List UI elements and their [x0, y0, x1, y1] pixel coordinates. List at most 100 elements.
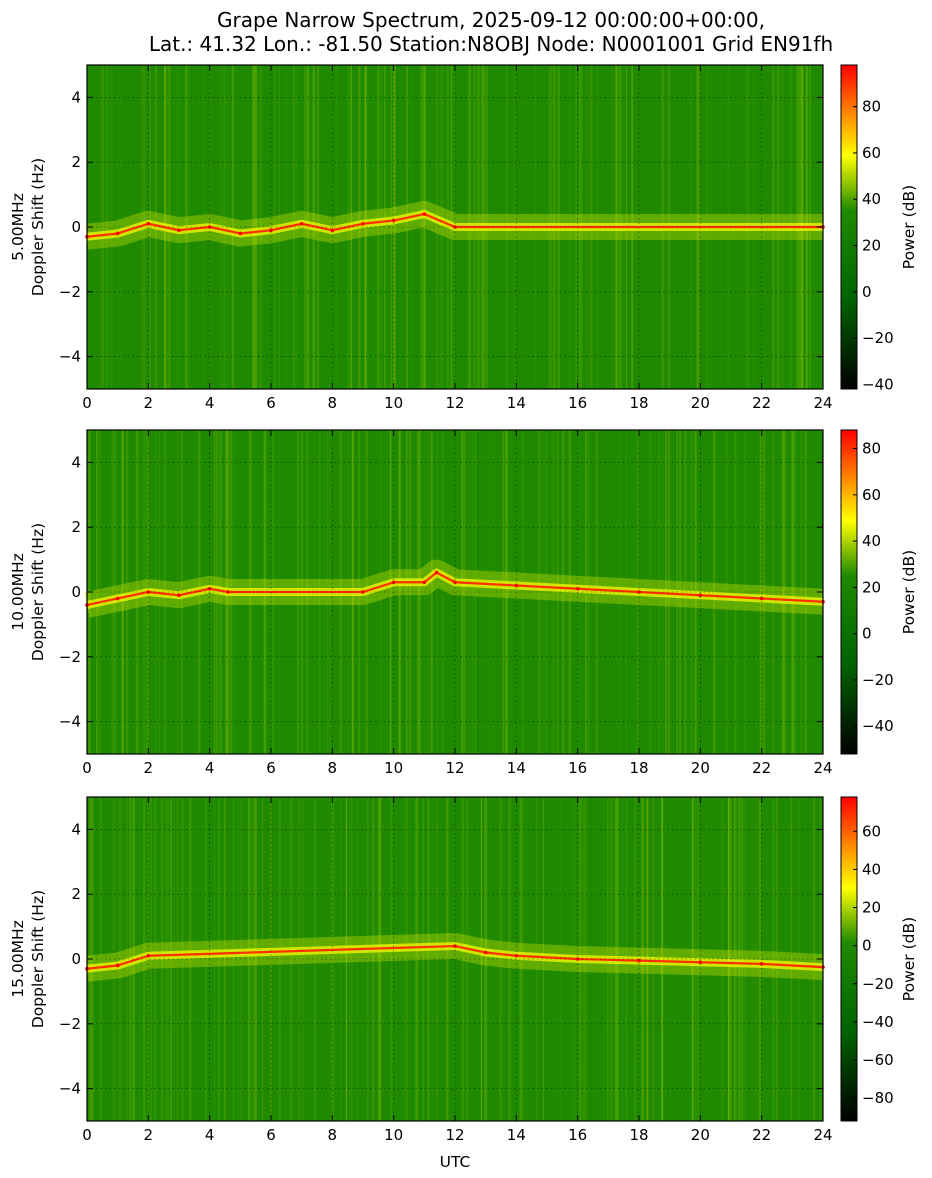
y-axis-label-frequency: 15.00MHz	[9, 920, 27, 998]
noise-streak	[782, 430, 785, 754]
doppler-trace-point	[269, 228, 273, 233]
noise-streak	[99, 430, 101, 754]
doppler-trace-point	[299, 221, 304, 226]
colorbar-tick-label: −20	[862, 671, 894, 689]
doppler-trace-segment	[178, 225, 210, 232]
x-tick-label: 14	[507, 394, 526, 412]
noise-streak	[488, 430, 491, 754]
y-axis-label: Doppler Shift (Hz)	[29, 158, 47, 296]
noise-streak	[206, 797, 208, 1121]
noise-streak	[118, 797, 122, 1121]
x-tick-label: 24	[813, 1126, 832, 1144]
noise-streak	[502, 430, 504, 754]
noise-streak	[259, 65, 261, 389]
noise-streak	[402, 797, 406, 1121]
noise-streak	[106, 65, 108, 389]
x-tick-label: 12	[445, 394, 464, 412]
noise-streak	[251, 797, 253, 1121]
x-tick-label: 4	[205, 759, 215, 777]
noise-streak	[405, 430, 407, 754]
x-tick-label: 24	[813, 759, 832, 777]
noise-streak	[782, 430, 784, 754]
noise-streak	[333, 797, 335, 1121]
y-tick-label: −4	[59, 348, 81, 366]
colorbar-tick-label: 20	[862, 578, 881, 596]
doppler-trace-point	[177, 228, 181, 233]
x-tick-label: 4	[205, 1126, 215, 1144]
colorbar-tick-label: 80	[862, 98, 881, 116]
noise-streak	[759, 430, 762, 754]
doppler-trace-point	[637, 958, 641, 963]
noise-streak	[542, 430, 545, 754]
x-tick-label: 20	[691, 394, 710, 412]
doppler-trace-segment	[148, 944, 456, 957]
doppler-trace-segment	[86, 232, 118, 238]
doppler-trace-segment	[117, 590, 149, 600]
noise-streak	[302, 797, 304, 1121]
x-tick-label: 6	[266, 394, 276, 412]
noise-streak	[463, 430, 466, 754]
colorbar-label: Power (dB)	[900, 550, 918, 634]
noise-streak	[471, 430, 475, 754]
x-tick-label: 2	[144, 1126, 154, 1144]
doppler-trace-segment	[117, 954, 149, 967]
doppler-trace-segment	[209, 587, 229, 594]
doppler-trace-point	[330, 228, 335, 233]
noise-streak	[97, 430, 99, 754]
noise-streak	[114, 430, 117, 754]
noise-streak	[521, 430, 525, 754]
y-axis-label: Doppler Shift (Hz)	[29, 890, 47, 1028]
noise-streak	[475, 430, 476, 754]
doppler-trace-point	[422, 580, 427, 585]
noise-streak	[231, 65, 234, 389]
x-tick-label: 18	[629, 1126, 648, 1144]
x-axis-label: UTC	[440, 1153, 471, 1171]
doppler-trace-point	[514, 583, 519, 588]
noise-streak	[189, 797, 192, 1121]
noise-streak	[745, 797, 746, 1121]
doppler-trace-point	[115, 231, 120, 236]
noise-streak	[538, 430, 541, 754]
x-tick-label: 24	[813, 394, 832, 412]
doppler-trace-segment	[700, 594, 762, 600]
noise-streak	[427, 797, 430, 1121]
colorbar	[840, 64, 858, 390]
noise-streak	[384, 430, 387, 754]
x-tick-label: 20	[691, 1126, 710, 1144]
noise-streak	[237, 797, 240, 1121]
y-tick-label: 2	[71, 885, 81, 903]
noise-streak	[430, 430, 433, 754]
noise-streak	[782, 430, 784, 754]
doppler-trace-segment	[117, 222, 149, 235]
y-tick-label: 4	[71, 820, 81, 838]
noise-streak	[416, 797, 419, 1121]
colorbar-tick-label: −40	[862, 375, 894, 393]
figure-subtitle: Lat.: 41.32 Lon.: -81.50 Station:N8OBJ N…	[149, 32, 833, 56]
noise-streak	[423, 430, 424, 754]
noise-streak	[313, 797, 316, 1121]
noise-streak	[439, 65, 441, 389]
noise-streak	[289, 797, 293, 1121]
x-tick-label: 14	[507, 1126, 526, 1144]
x-tick-label: 22	[752, 759, 771, 777]
noise-streak	[791, 430, 794, 754]
x-tick-label: 2	[144, 394, 154, 412]
noise-streak	[102, 65, 105, 389]
noise-streak	[751, 797, 754, 1121]
x-tick-label: 22	[752, 1126, 771, 1144]
doppler-trace-point	[483, 950, 488, 955]
doppler-trace-point	[238, 231, 243, 236]
x-tick-label: 10	[384, 1126, 403, 1144]
noise-streak	[790, 797, 793, 1121]
noise-streak	[113, 797, 115, 1121]
doppler-trace-segment	[516, 954, 578, 961]
noise-streak	[484, 797, 486, 1121]
noise-streak	[390, 430, 392, 754]
doppler-trace-segment	[638, 590, 701, 597]
noise-streak	[290, 797, 293, 1121]
noise-streak	[755, 797, 758, 1121]
noise-streak	[436, 65, 438, 389]
colorbar-tick-label: 40	[862, 532, 881, 550]
x-tick-label: 16	[568, 759, 587, 777]
